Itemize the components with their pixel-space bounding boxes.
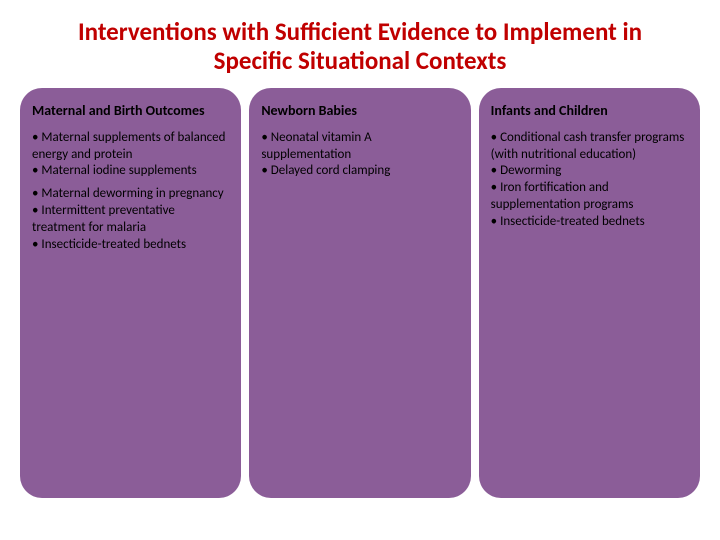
card-header: Maternal and Birth Outcomes bbox=[32, 102, 229, 120]
bullet: • Maternal deworming in pregnancy bbox=[32, 186, 229, 203]
card-newborn: Newborn Babies • Neonatal vitamin A supp… bbox=[249, 88, 470, 498]
page-title: Interventions with Sufficient Evidence t… bbox=[0, 0, 720, 88]
bullet: • Deworming bbox=[491, 163, 688, 180]
card-header: Infants and Children bbox=[491, 102, 688, 120]
bullet: • Delayed cord clamping bbox=[261, 163, 458, 180]
bullet: • Neonatal vitamin A supplementation bbox=[261, 130, 458, 164]
bullet: • Insecticide-treated bednets bbox=[491, 214, 688, 231]
bullet: • Iron fortification and supplementation… bbox=[491, 180, 688, 214]
bullet: • Conditional cash transfer programs (wi… bbox=[491, 130, 688, 164]
bullet: • Insecticide-treated bednets bbox=[32, 237, 229, 254]
bullet: • Maternal iodine supplements bbox=[32, 163, 229, 180]
card-row: Maternal and Birth Outcomes • Maternal s… bbox=[0, 88, 720, 518]
card-maternal: Maternal and Birth Outcomes • Maternal s… bbox=[20, 88, 241, 498]
card-infants: Infants and Children • Conditional cash … bbox=[479, 88, 700, 498]
bullet: • Maternal supplements of balanced energ… bbox=[32, 130, 229, 164]
card-header: Newborn Babies bbox=[261, 102, 458, 120]
bullet: • Intermittent preventative treatment fo… bbox=[32, 203, 229, 237]
